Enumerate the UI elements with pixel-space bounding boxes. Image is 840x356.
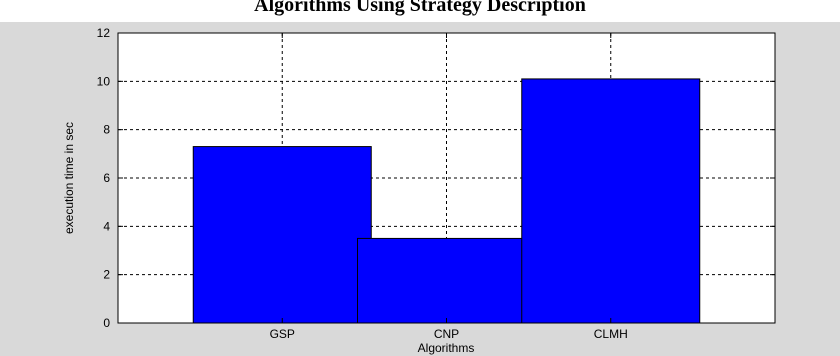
y-tick-label: 0 — [103, 316, 110, 330]
bars — [192, 78, 701, 324]
x-tick-label: CLMH — [594, 327, 628, 341]
y-tick-label: 8 — [103, 123, 110, 137]
x-axis-ticks: GSP CNP CLMH — [270, 33, 628, 341]
y-tick-label: 12 — [97, 26, 111, 40]
y-tick-label: 2 — [103, 268, 110, 282]
y-tick-label: 4 — [103, 219, 110, 233]
y-axis-ticks: 0 2 4 6 8 10 12 — [97, 26, 775, 330]
bar-cnp — [357, 237, 536, 324]
bar-gsp — [192, 146, 372, 324]
y-tick-label: 10 — [97, 74, 111, 88]
y-tick-label: 6 — [103, 171, 110, 185]
x-tick-label: CNP — [434, 327, 459, 341]
x-axis-title: Algorithms — [418, 341, 475, 355]
bar-clmh — [521, 78, 701, 324]
x-tick-label: GSP — [270, 327, 295, 341]
y-axis-title: execution time in sec — [62, 122, 76, 234]
chart-title: Algorithms Using Strategy Description — [0, 0, 840, 22]
